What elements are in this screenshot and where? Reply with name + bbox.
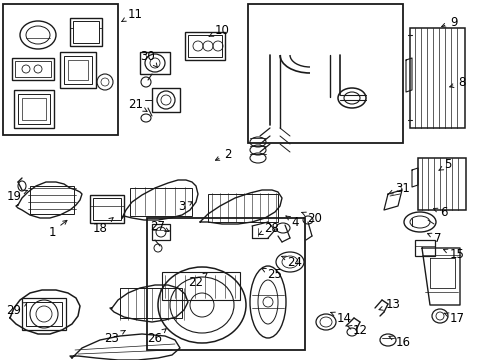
Bar	[68, 60, 88, 80]
Text: 26: 26	[147, 329, 166, 345]
Bar	[152, 224, 170, 240]
Bar	[15, 61, 51, 77]
Bar	[417, 158, 465, 210]
Text: 12: 12	[346, 324, 367, 337]
Text: 30: 30	[141, 49, 157, 68]
Text: 2: 2	[215, 148, 231, 161]
Text: 22: 22	[188, 273, 207, 288]
Bar	[207, 194, 278, 222]
Bar	[3, 4, 118, 135]
Text: 18: 18	[92, 218, 113, 234]
Text: 14: 14	[330, 311, 351, 324]
Bar	[22, 98, 46, 120]
Bar	[18, 94, 50, 124]
Bar	[30, 186, 74, 214]
Text: 7: 7	[427, 231, 441, 244]
Bar	[90, 195, 124, 223]
Bar	[22, 298, 66, 330]
Text: 4: 4	[285, 216, 298, 229]
Text: 31: 31	[388, 181, 409, 194]
Bar	[162, 272, 240, 300]
Bar	[152, 88, 180, 112]
Text: 8: 8	[449, 77, 465, 90]
Text: 25: 25	[262, 269, 282, 282]
Text: 29: 29	[6, 302, 27, 316]
Bar	[187, 35, 222, 57]
Text: 19: 19	[6, 189, 27, 202]
Text: 23: 23	[104, 330, 125, 345]
Bar	[93, 198, 121, 220]
Text: 10: 10	[209, 23, 229, 36]
Text: 20: 20	[301, 211, 322, 225]
Bar	[120, 288, 182, 318]
Bar	[26, 302, 62, 326]
Text: 9: 9	[441, 15, 457, 28]
Bar	[130, 188, 192, 216]
Text: 21: 21	[128, 99, 147, 112]
Text: 17: 17	[443, 311, 464, 324]
Text: 1: 1	[48, 220, 67, 238]
Text: 27: 27	[150, 220, 169, 233]
Bar	[12, 58, 54, 80]
Bar	[64, 56, 92, 84]
Text: 5: 5	[438, 158, 451, 171]
Text: 16: 16	[388, 336, 409, 348]
Bar	[247, 4, 402, 143]
Text: 15: 15	[443, 248, 464, 261]
Bar	[73, 21, 99, 43]
Bar	[414, 240, 434, 256]
Bar	[60, 52, 96, 88]
Text: 24: 24	[281, 256, 302, 269]
Bar	[184, 32, 224, 60]
Text: 11: 11	[122, 8, 142, 22]
Text: 6: 6	[433, 207, 447, 220]
Bar	[70, 18, 102, 46]
Bar	[140, 52, 170, 74]
Bar	[409, 28, 464, 128]
Bar	[14, 90, 54, 128]
Bar	[147, 218, 305, 350]
Text: 13: 13	[378, 298, 400, 311]
Text: 3: 3	[178, 201, 192, 213]
Text: 28: 28	[258, 221, 279, 235]
